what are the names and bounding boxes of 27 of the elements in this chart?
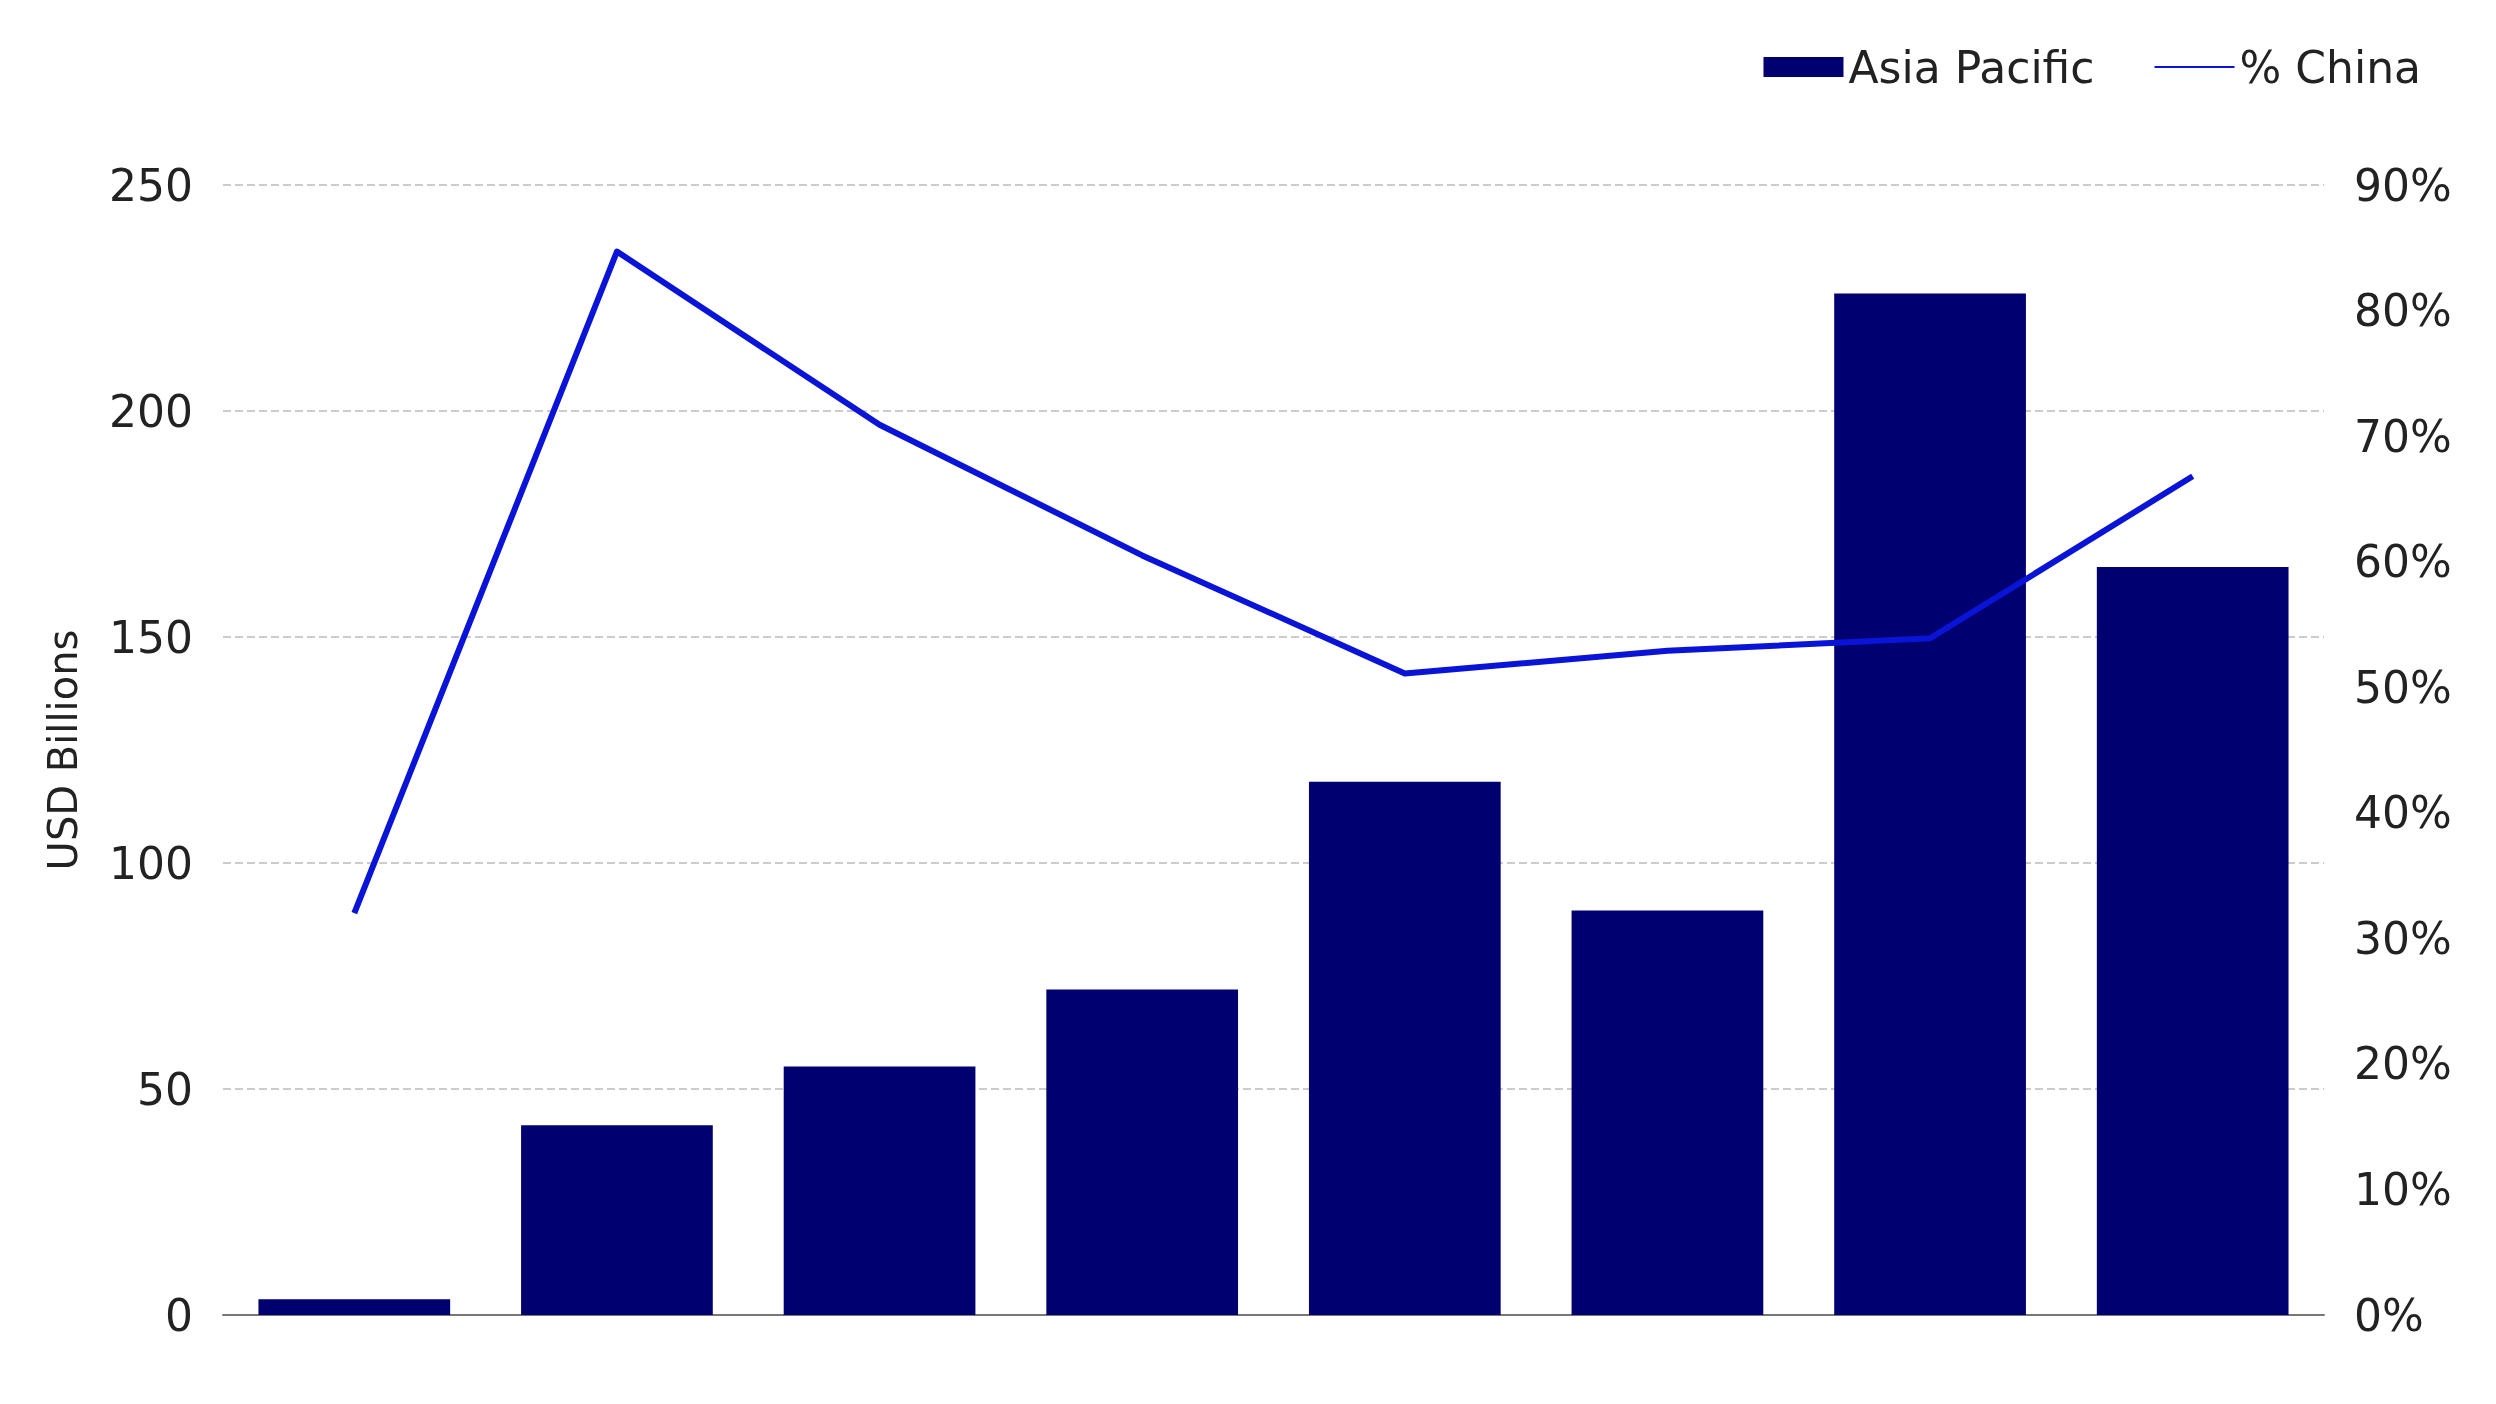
bar — [521, 1125, 713, 1315]
legend-label: Asia Pacific — [1848, 41, 2095, 93]
y-tick-label: 150 — [109, 611, 193, 663]
y2-tick-label: 0% — [2354, 1289, 2424, 1341]
bar — [1046, 989, 1239, 1315]
y-tick-label: 250 — [109, 159, 193, 211]
y-tick-label: 100 — [109, 837, 193, 889]
bar — [1571, 910, 1764, 1315]
bar — [783, 1066, 976, 1315]
legend-label: % China — [2239, 41, 2422, 93]
y2-tick-label: 60% — [2354, 536, 2452, 588]
y2-tick-label: 90% — [2354, 159, 2452, 211]
y2-tick-label: 40% — [2354, 787, 2452, 839]
y2-tick-label: 70% — [2354, 410, 2452, 462]
bar — [258, 1299, 451, 1315]
bar — [2096, 566, 2289, 1315]
y-tick-label: 50 — [137, 1063, 193, 1115]
y2-tick-label: 80% — [2354, 285, 2452, 337]
y-axis-title: USD Billions — [40, 629, 86, 871]
y2-tick-label: 30% — [2354, 912, 2452, 964]
y2-tick-label: 50% — [2354, 661, 2452, 713]
bar — [1834, 293, 2026, 1315]
y-tick-label: 200 — [109, 385, 193, 437]
y2-tick-label: 10% — [2354, 1163, 2452, 1215]
y2-tick-label: 20% — [2354, 1038, 2452, 1090]
y-tick-label: 0 — [165, 1289, 193, 1341]
bar — [1308, 781, 1501, 1315]
